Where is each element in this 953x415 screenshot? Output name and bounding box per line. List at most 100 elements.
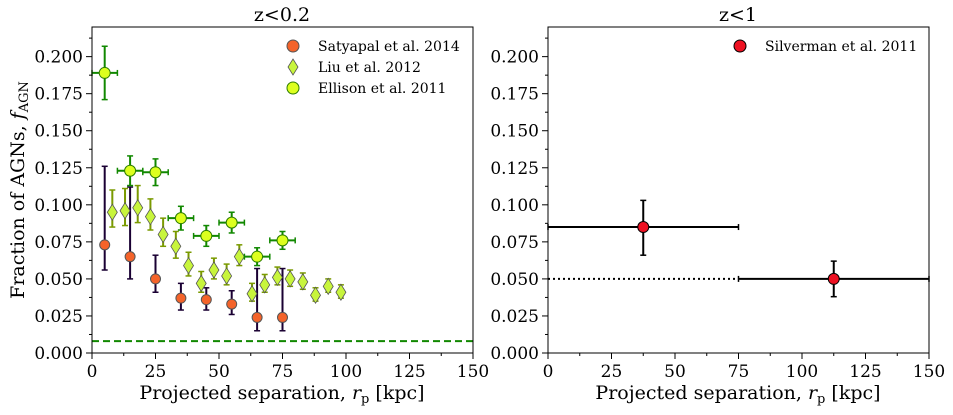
x-tick-label: 75: [272, 362, 294, 382]
error-bar: [127, 186, 134, 280]
right-panel-legend: Silverman et al. 2011: [733, 39, 917, 55]
y-tick-label: 0.000: [34, 344, 83, 364]
right-panel-ticks: 0 25 50 75 100 125 150 0.000 0.025 0.050 0.075 0.10…: [490, 37, 945, 382]
y-tick-label: 0.000: [490, 344, 539, 364]
legend-marker: [286, 81, 300, 95]
x-tick-label: 100: [330, 362, 362, 382]
data-point: [233, 247, 245, 266]
data-point: [322, 277, 334, 296]
y-tick-label: 0.125: [490, 159, 539, 179]
x-tick-label: 25: [601, 362, 623, 382]
legend-label: Liu et al. 2012: [318, 60, 421, 76]
data-point: [124, 164, 137, 177]
legend-item: Silverman et al. 2011: [733, 39, 917, 55]
left-panel-ticks: 0 25 50 75 100 125 150 0.000 0.025 0.050 0.075 0.10…: [34, 37, 489, 382]
error-bar: [101, 165, 108, 271]
legend-label: Ellison et al. 2011: [318, 81, 446, 97]
data-point: [124, 251, 136, 263]
data-point: [149, 166, 162, 179]
data-point: [195, 274, 207, 293]
y-tick-label: 0.175: [490, 85, 539, 105]
data-point: [200, 229, 213, 242]
data-point: [226, 298, 238, 310]
legend-marker: [287, 58, 299, 76]
data-point: [271, 268, 283, 287]
left-panel-title: z<0.2: [254, 4, 310, 26]
left-panel-legend: Satyapal et al. 2014 Liu et al. 2012 Ellis…: [286, 39, 460, 97]
data-point: [276, 234, 289, 247]
x-tick-label: 150: [913, 362, 945, 382]
data-point: [251, 250, 264, 263]
y-tick-label: 0.200: [490, 48, 539, 68]
data-point: [183, 256, 194, 275]
data-point: [251, 311, 263, 323]
right-panel-frame: [547, 26, 930, 354]
y-tick-label: 0.150: [490, 122, 539, 142]
data-point: [246, 284, 258, 303]
legend-item: Ellison et al. 2011: [286, 81, 446, 97]
y-tick-label: 0.200: [34, 48, 83, 68]
legend-marker: [286, 39, 300, 53]
right-panel: z<1 0 25 50 75 100 125 150 0.000 0.025 0.050 0.075…: [490, 4, 945, 407]
legend-label: Silverman et al. 2011: [765, 39, 917, 55]
data-point: [119, 201, 131, 220]
data-point: [106, 203, 118, 221]
x-tick-label: 25: [145, 362, 167, 382]
x-tick-label: 0: [87, 362, 98, 382]
y-tick-label: 0.100: [34, 196, 83, 216]
data-point: [174, 212, 187, 225]
y-tick-label: 0.075: [490, 233, 539, 253]
series-circle-2: [91, 45, 296, 267]
legend-item: Liu et al. 2012: [287, 58, 421, 76]
data-point: [170, 237, 182, 256]
data-point: [335, 283, 347, 302]
y-tick-label: 0.025: [34, 307, 83, 327]
data-point: [277, 311, 288, 323]
x-tick-label: 0: [543, 362, 554, 382]
left-panel: z<0.2 0 25 50 75 100 125 150 0.000 0.025 0.050 0.0…: [7, 4, 489, 407]
x-tick-label: 100: [786, 362, 818, 382]
y-tick-label: 0.025: [490, 307, 539, 327]
y-tick-label: 0.150: [34, 122, 83, 142]
data-point: [297, 273, 309, 291]
series-diamond-1: [106, 184, 347, 304]
series-circle-0: [99, 165, 288, 332]
data-point: [827, 272, 840, 285]
y-tick-label: 0.125: [34, 159, 83, 179]
y-tick-label: 0.050: [490, 270, 539, 290]
x-tick-label: 75: [728, 362, 750, 382]
data-point: [225, 216, 238, 229]
data-point: [157, 225, 169, 244]
data-point: [284, 270, 296, 288]
x-tick-label: 50: [664, 362, 686, 382]
series-circle-0: [547, 199, 930, 298]
right-panel-title: z<1: [719, 4, 757, 26]
y-tick-label: 0.075: [34, 233, 83, 253]
data-point: [150, 273, 161, 285]
y-tick-label: 0.100: [490, 196, 539, 216]
x-tick-label: 150: [457, 362, 489, 382]
legend-item: Satyapal et al. 2014: [286, 39, 460, 55]
right-panel-marks: [547, 199, 930, 298]
left-panel-marks: [91, 45, 473, 343]
data-point: [144, 207, 156, 226]
data-point: [99, 239, 111, 251]
y-tick-label: 0.175: [34, 85, 83, 105]
data-point: [200, 294, 212, 306]
left-panel-ylabel: Fraction of AGNs, fAGN: [7, 81, 32, 299]
right-panel-xlabel: Projected separation, rp [kpc]: [595, 382, 880, 407]
data-point: [98, 66, 111, 79]
legend-marker: [733, 39, 747, 53]
data-point: [175, 292, 187, 304]
y-tick-label: 0.050: [34, 270, 83, 290]
left-panel-xlabel: Projected separation, rp [kpc]: [139, 382, 424, 407]
x-tick-label: 50: [208, 362, 230, 382]
data-point: [310, 286, 321, 304]
x-tick-label: 125: [393, 362, 425, 382]
data-point: [132, 199, 144, 217]
data-point: [221, 267, 233, 285]
legend-label: Satyapal et al. 2014: [318, 39, 460, 55]
data-point: [637, 221, 650, 234]
data-point: [208, 261, 220, 279]
